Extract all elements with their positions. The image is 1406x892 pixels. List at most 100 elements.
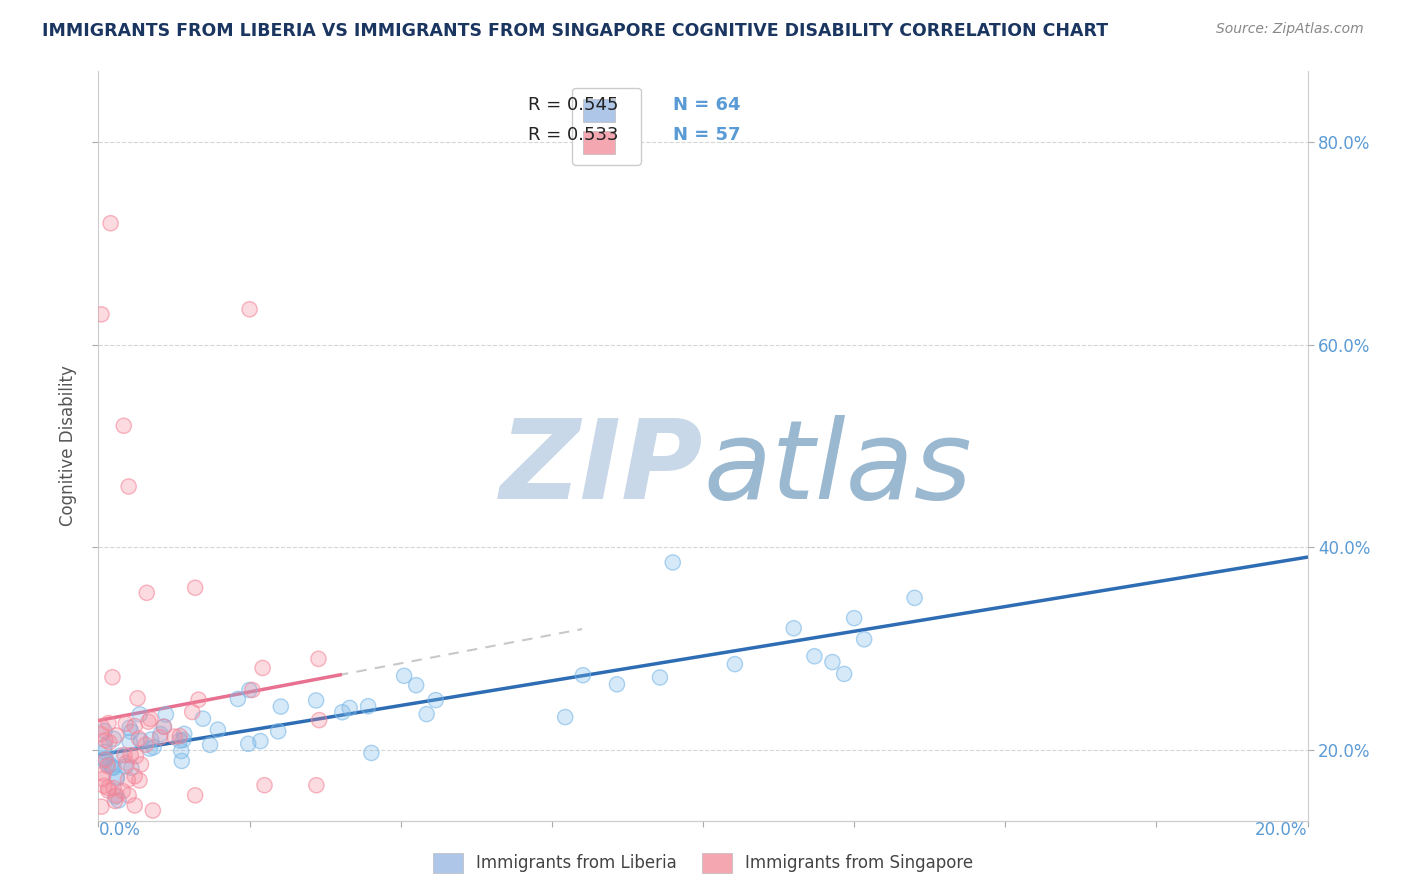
Point [93, 739, 115, 754]
Point [93, 723, 115, 738]
Point [97, 759, 120, 773]
Point [252, 661, 274, 675]
Point [149, 731, 172, 745]
Text: 20.0%: 20.0% [1256, 821, 1308, 838]
Point [108, 748, 131, 763]
Point [93, 752, 115, 766]
Point [305, 778, 328, 792]
Point [107, 793, 129, 807]
Point [108, 748, 131, 763]
Point [104, 794, 127, 808]
Point [103, 731, 125, 746]
Point [267, 724, 290, 739]
Point [198, 738, 221, 752]
Point [120, 724, 142, 739]
Point [93, 723, 115, 738]
Point [139, 732, 162, 747]
Point [124, 769, 146, 783]
Point [93, 739, 115, 754]
Point [94, 733, 117, 747]
Point [339, 701, 361, 715]
Point [308, 652, 330, 666]
Point [98, 735, 121, 749]
Point [118, 721, 141, 735]
Point [124, 769, 146, 783]
Point [184, 789, 207, 803]
Point [238, 683, 260, 698]
Point [661, 556, 683, 570]
Point [139, 712, 162, 726]
Point [415, 707, 437, 722]
Point [100, 216, 122, 230]
Point [249, 734, 271, 748]
Text: 0.0%: 0.0% [98, 821, 141, 838]
Point [267, 724, 290, 739]
Point [120, 748, 142, 763]
Point [118, 789, 141, 803]
Point [120, 761, 142, 775]
Point [105, 789, 128, 803]
Point [90, 727, 112, 741]
Point [138, 714, 160, 729]
Point [101, 760, 124, 774]
Point [305, 778, 328, 792]
Point [554, 710, 576, 724]
Point [127, 691, 149, 706]
Point [103, 761, 125, 775]
Point [172, 733, 194, 747]
Point [112, 418, 135, 433]
Point [308, 652, 330, 666]
Point [184, 789, 207, 803]
Point [101, 670, 124, 684]
Point [270, 699, 292, 714]
Point [191, 712, 214, 726]
Point [112, 418, 135, 433]
Point [226, 692, 249, 706]
Point [661, 556, 683, 570]
Point [93, 779, 115, 793]
Point [104, 794, 127, 808]
Point [93, 752, 115, 766]
Point [191, 712, 214, 726]
Point [853, 632, 876, 647]
Point [120, 724, 142, 739]
Point [105, 772, 128, 786]
Point [572, 668, 595, 682]
Point [117, 772, 139, 787]
Point [844, 611, 866, 625]
Point [163, 730, 186, 744]
Point [104, 789, 127, 804]
Point [97, 780, 120, 795]
Point [103, 731, 125, 746]
Point [129, 757, 152, 772]
Point [405, 678, 427, 692]
Point [724, 657, 747, 672]
Point [124, 798, 146, 813]
Point [153, 720, 176, 734]
Text: IMMIGRANTS FROM LIBERIA VS IMMIGRANTS FROM SINGAPORE COGNITIVE DISABILITY CORREL: IMMIGRANTS FROM LIBERIA VS IMMIGRANTS FR… [42, 22, 1108, 40]
Text: N = 64: N = 64 [672, 96, 741, 114]
Text: ZIP: ZIP [499, 415, 703, 522]
Text: Source: ZipAtlas.com: Source: ZipAtlas.com [1216, 22, 1364, 37]
Point [97, 783, 120, 797]
Point [360, 746, 382, 760]
Point [128, 707, 150, 722]
Point [128, 731, 150, 746]
Point [392, 669, 415, 683]
Point [357, 699, 380, 714]
Point [187, 692, 209, 706]
Point [305, 693, 328, 707]
Point [120, 748, 142, 763]
Point [104, 789, 127, 804]
Point [125, 749, 148, 764]
Point [93, 745, 115, 759]
Point [100, 216, 122, 230]
Point [138, 741, 160, 756]
Point [187, 692, 209, 706]
Point [170, 754, 193, 768]
Point [97, 716, 120, 731]
Point [94, 753, 117, 767]
Point [142, 740, 165, 755]
Point [184, 581, 207, 595]
Point [239, 302, 262, 317]
